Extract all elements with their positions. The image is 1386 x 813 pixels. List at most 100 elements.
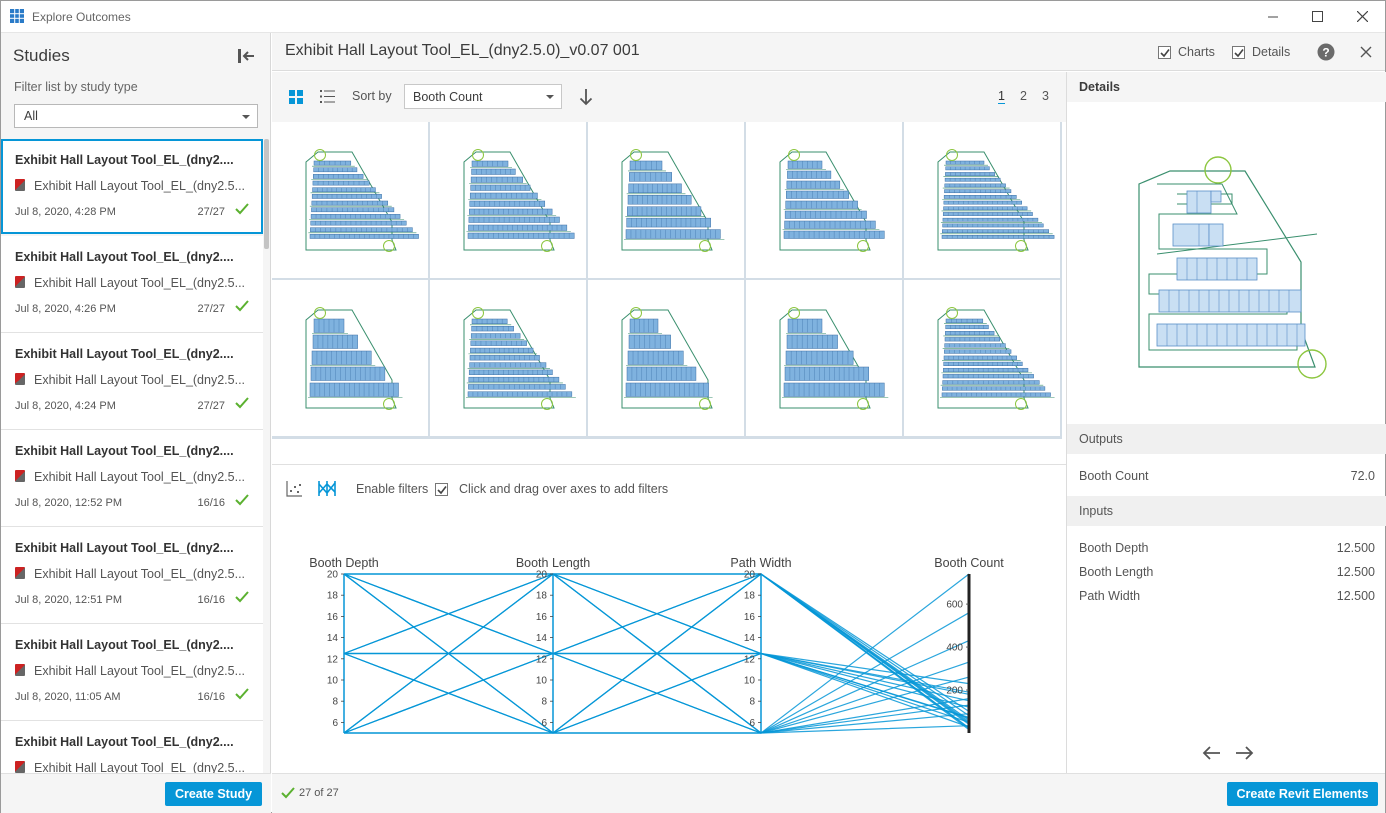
maximize-icon (1311, 11, 1323, 22)
study-list-item[interactable]: Exhibit Hall Layout Tool_EL_(dny2.... Ex… (1, 624, 263, 721)
study-file-name: Exhibit Hall Layout Tool_EL_(dny2.5... (34, 470, 246, 484)
input-label: Booth Depth (1079, 541, 1149, 555)
chart-tick-label: 18 (536, 591, 548, 602)
maximize-button[interactable] (1294, 1, 1340, 32)
outcome-thumbnail[interactable] (588, 280, 744, 436)
outcome-thumbnail[interactable] (272, 280, 428, 436)
sort-by-select[interactable]: Booth Count (404, 84, 562, 109)
study-type-filter-value: All (24, 109, 38, 123)
help-icon[interactable]: ? (1317, 43, 1335, 61)
floor-plan-drawing (463, 307, 576, 410)
chart-tick-label: 200 (946, 686, 963, 697)
study-file-name: Exhibit Hall Layout Tool_EL_(dny2.5... (34, 373, 246, 387)
selected-outcome-preview[interactable] (1137, 154, 1327, 384)
chart-tick-label: 400 (946, 643, 963, 654)
output-booth-count: Booth Count 72.0 (1079, 469, 1375, 483)
chart-axis-label: Booth Length (516, 556, 590, 570)
chart-tick-label: 12 (744, 654, 756, 665)
study-file: Exhibit Hall Layout Tool_EL_(dny2.5... (15, 179, 245, 193)
outcome-thumbnail[interactable] (430, 280, 586, 436)
study-list-item[interactable]: Exhibit Hall Layout Tool_EL_(dny2.... Ex… (1, 333, 263, 430)
outcomes-toolbar: Sort by Booth Count 1 2 3 (272, 72, 1066, 122)
outcomes-header: Exhibit Hall Layout Tool_EL_(dny2.5.0)_v… (272, 33, 1385, 71)
chart-tick-label: 20 (536, 570, 548, 581)
outputs-section-title: Outputs (1067, 424, 1386, 454)
minimize-icon (1268, 16, 1278, 17)
chart-tick-label: 8 (541, 697, 547, 708)
page-2-link[interactable]: 2 (1020, 89, 1027, 103)
minimize-button[interactable] (1250, 1, 1296, 32)
study-file: Exhibit Hall Layout Tool_EL_(dny2.5... (15, 373, 245, 387)
input-value: 12.500 (1336, 541, 1375, 555)
floor-plan-drawing (305, 307, 403, 410)
study-list-item[interactable]: Exhibit Hall Layout Tool_EL_(dny2.... Ex… (1, 721, 263, 773)
create-revit-elements-button[interactable]: Create Revit Elements (1227, 782, 1378, 806)
charts-label: Charts (1178, 45, 1215, 59)
enable-filters-checkbox[interactable] (435, 483, 448, 496)
study-count: 16/16 (197, 594, 225, 606)
check-icon (1160, 49, 1170, 58)
sort-descending-icon[interactable] (579, 88, 593, 106)
outcome-thumbnail[interactable] (904, 280, 1060, 436)
chart-tick-label: 14 (744, 633, 756, 644)
page-1-link[interactable]: 1 (998, 89, 1005, 104)
create-study-button[interactable]: Create Study (165, 782, 262, 806)
check-icon (235, 591, 249, 603)
grid-view-icon[interactable] (289, 90, 303, 104)
scatter-plot-icon[interactable] (286, 480, 303, 497)
chart-tick-label: 6 (749, 718, 755, 729)
chart-tick-label: 18 (327, 591, 339, 602)
page-3-link[interactable]: 3 (1042, 89, 1049, 103)
chart-tick-label: 16 (536, 612, 548, 623)
next-outcome-arrow-icon[interactable] (1234, 745, 1254, 761)
input-label: Booth Length (1079, 565, 1154, 579)
study-count: 27/27 (197, 400, 225, 412)
study-file-name: Exhibit Hall Layout Tool_EL_(dny2.5... (34, 664, 246, 678)
study-list-item[interactable]: Exhibit Hall Layout Tool_EL_(dny2.... Ex… (1, 139, 263, 234)
sort-label: Sort by (352, 89, 392, 103)
outcome-thumbnail[interactable] (272, 122, 428, 278)
study-title: Exhibit Hall Layout Tool_EL_(dny2.5.0)_v… (285, 42, 640, 59)
chart-series-line (343, 573, 970, 729)
input-value: 12.500 (1336, 589, 1375, 603)
study-list-item[interactable]: Exhibit Hall Layout Tool_EL_(dny2.... Ex… (1, 527, 263, 624)
outcome-thumbnail[interactable] (904, 122, 1060, 278)
outcome-thumbnail[interactable] (746, 122, 902, 278)
study-list-item[interactable]: Exhibit Hall Layout Tool_EL_(dny2.... Ex… (1, 236, 263, 333)
study-list-scrollbar[interactable] (264, 139, 269, 249)
chart-tick-label: 12 (327, 654, 339, 665)
input-label: Path Width (1079, 589, 1141, 603)
svg-text:?: ? (1322, 46, 1329, 60)
study-type-filter-select[interactable]: All (14, 104, 258, 128)
study-name: Exhibit Hall Layout Tool_EL_(dny2.... (15, 541, 234, 555)
chart-axis-label: Path Width (730, 556, 791, 570)
charts-checkbox[interactable] (1158, 46, 1171, 59)
floor-plan-drawing (463, 149, 575, 252)
parallel-coordinates-icon[interactable] (318, 480, 336, 497)
floor-plan-drawing (779, 307, 889, 410)
study-list-item[interactable]: Exhibit Hall Layout Tool_EL_(dny2.... Ex… (1, 430, 263, 527)
previous-outcome-arrow-icon[interactable] (1202, 745, 1222, 761)
study-count: 27/27 (197, 206, 225, 218)
enable-filters-label: Enable filters (356, 482, 429, 496)
check-icon (235, 688, 249, 700)
app-grid-icon (10, 9, 24, 23)
floor-plan-drawing (621, 307, 713, 410)
collapse-panel-icon[interactable] (237, 48, 255, 64)
details-checkbox[interactable] (1232, 46, 1245, 59)
list-view-icon[interactable] (320, 90, 335, 103)
chart-tick-label: 12 (536, 654, 548, 665)
study-name: Exhibit Hall Layout Tool_EL_(dny2.... (15, 153, 234, 167)
outcome-thumbnail[interactable] (588, 122, 744, 278)
outcome-thumbnail[interactable] (430, 122, 586, 278)
study-file: Exhibit Hall Layout Tool_EL_(dny2.5... (15, 761, 245, 773)
revit-file-icon (15, 761, 25, 773)
window-close-button[interactable] (1339, 1, 1385, 32)
outcome-thumbnail[interactable] (746, 280, 902, 436)
input-path-width: Path Width 12.500 (1079, 589, 1375, 603)
study-name: Exhibit Hall Layout Tool_EL_(dny2.... (15, 735, 234, 749)
close-panel-icon[interactable] (1360, 46, 1372, 58)
study-file-name: Exhibit Hall Layout Tool_EL_(dny2.5... (34, 761, 246, 773)
inputs-section-title: Inputs (1067, 496, 1386, 526)
